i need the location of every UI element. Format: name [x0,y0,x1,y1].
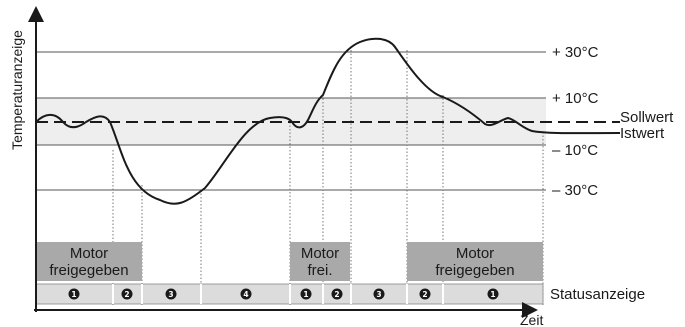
motor-box: Motor freigegeben [407,242,543,281]
status-cell: 4 [240,288,252,300]
motor-box-line1: Motor [70,245,108,262]
motor-box: Motor frei. [290,242,350,281]
status-bubble [300,288,312,300]
scale-label-plus30: + 30°C [552,44,599,61]
status-bar: 1 2 3 4 1 2 3 2 [35,283,544,305]
scale-label-minus10: – 10°C [552,142,598,159]
status-cell: 2 [121,288,133,300]
status-number: 2 [124,290,129,299]
scale-label-minus30: – 30°C [552,182,598,199]
status-cell: 1 [68,288,80,300]
status-bubble [240,288,252,300]
istwert-label: Istwert [620,125,665,142]
scale-lines [36,51,546,191]
motor-box-line2: freigegeben [435,262,514,279]
status-bubble [487,288,499,300]
motor-box-bg [290,242,350,281]
scale-label-plus10: + 10°C [552,90,599,107]
status-label: Statusanzeige [550,286,645,303]
x-axis-title: Zeit [520,312,543,327]
status-bubble [68,288,80,300]
status-cell: 3 [165,288,177,300]
status-cell: 2 [331,288,343,300]
status-number: 2 [422,290,427,299]
status-number: 4 [243,290,248,299]
motor-box-bg [36,242,142,281]
status-cell: 1 [300,288,312,300]
status-number: 3 [168,290,173,299]
status-bubble [331,288,343,300]
motor-box-line2: frei. [307,262,332,279]
status-bubble [419,288,431,300]
motor-box: Motor freigegeben [36,242,142,281]
status-bubble [373,288,385,300]
status-bubble [121,288,133,300]
y-axis-title: Temperaturanzeige [9,30,25,150]
status-cell: 1 [487,288,499,300]
status-number: 1 [303,290,308,299]
status-bubble [165,288,177,300]
motor-box-line1: Motor [301,245,339,262]
istwert-curve [35,37,621,205]
status-cell: 2 [419,288,431,300]
motor-box-bg [407,242,543,281]
motor-box-line2: freigegeben [49,262,128,279]
status-number: 3 [376,290,381,299]
status-number: 1 [71,290,76,299]
sollwert-label: Sollwert [620,109,674,126]
status-number: 1 [490,290,495,299]
motor-box-line1: Motor [456,245,494,262]
status-number: 2 [334,290,339,299]
status-cell: 3 [373,288,385,300]
